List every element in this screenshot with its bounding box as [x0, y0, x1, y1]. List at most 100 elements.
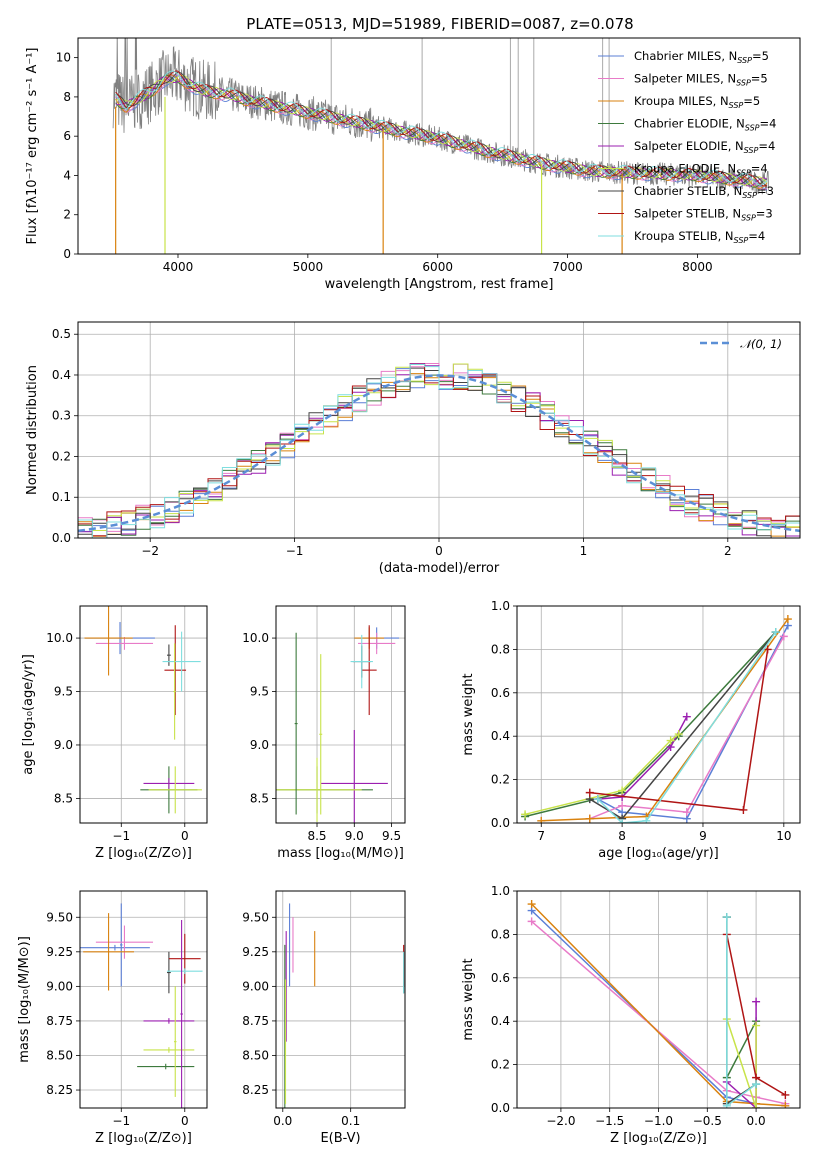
legend-label-sub: SSP: [744, 146, 759, 155]
y-tick-label: 0.3: [52, 409, 71, 423]
x-axis-label: (data-model)/error: [379, 561, 500, 576]
legend-label-end: =4: [760, 117, 777, 131]
weight-line: [524, 631, 777, 818]
weight-line: [524, 733, 680, 816]
legend-label-main: Kroupa STELIB, N: [634, 229, 734, 243]
y-axis-label: mass weight: [461, 673, 476, 755]
x-tick-label: 7: [537, 829, 545, 843]
x-tick-label: 0: [181, 1114, 189, 1128]
axes-frame: [275, 890, 406, 1109]
weight-line: [726, 917, 757, 1108]
age-vs-mass-panel: 8.5 9.0 9.5 8.5 9.0 9.5 10.0 mass [log₁₀(M/M⊙)]: [242, 605, 406, 861]
x-tick-label: 2: [724, 544, 732, 558]
x-tick-label: 0.1: [341, 1114, 360, 1128]
legend-label-sub: SSP: [736, 79, 751, 88]
x-tick-label: −1.5: [595, 1114, 624, 1128]
y-tick-label: 8.5: [250, 791, 269, 805]
x-tick-label: 8: [618, 829, 626, 843]
y-tick-label: 9.50: [46, 910, 73, 924]
legend-label-main: Salpeter ELODIE, N: [634, 139, 744, 153]
legend-label-end: =3: [756, 207, 773, 221]
x-tick-label: −1.0: [644, 1114, 673, 1128]
legend-label-sub: SSP: [734, 236, 749, 245]
plot-area: [521, 615, 792, 823]
legend-label-main: Kroupa ELODIE, N: [634, 162, 736, 176]
legend-label-main: Chabrier STELIB, N: [634, 184, 742, 198]
y-tick-label: 8.75: [46, 1014, 73, 1028]
y-tick-label: 0.4: [52, 368, 71, 382]
mass-vs-extinction-panel: 0.0 0.1 8.25 8.50 8.75 9.00 9.25 9.50 E(B-V): [242, 890, 406, 1146]
legend-label-main: Salpeter STELIB, N: [634, 207, 741, 221]
weight-marker: [763, 645, 772, 654]
plot-area: [527, 900, 790, 1108]
x-tick-label: 0.0: [747, 1114, 766, 1128]
y-tick-label: 1.0: [491, 599, 510, 613]
axes-frame: [516, 890, 801, 1109]
y-tick-label: 0: [63, 247, 71, 261]
x-axis-label: age [log₁₀(age/yr)]: [598, 846, 719, 861]
y-tick-label: 6: [63, 129, 71, 143]
weight-marker: [722, 1101, 731, 1108]
x-tick-label: 6000: [422, 260, 453, 274]
model-fit-line: [115, 74, 768, 186]
y-tick-label: 9.50: [242, 910, 269, 924]
x-tick-label: 0: [181, 829, 189, 843]
x-tick-label: 8000: [682, 260, 713, 274]
weight-marker: [739, 805, 748, 814]
y-tick-label: 9.00: [242, 979, 269, 993]
x-tick-label: 0.0: [273, 1114, 292, 1128]
y-tick-label: 10: [56, 51, 71, 65]
y-tick-label: 8.50: [242, 1048, 269, 1062]
weight-marker: [771, 628, 780, 637]
model-fit-line: [115, 71, 768, 187]
y-tick-label: 9.5: [54, 685, 73, 699]
residual-histogram-panel: −2 −1 0 1 2 0.0 0.1 0.2 0.3 0.4 0.5 (data-model)/er…: [25, 321, 801, 576]
x-axis-label: Z [log₁₀(Z/Z⊙)]: [95, 846, 192, 861]
observed-spectrum: [112, 38, 769, 195]
y-tick-label: 9.25: [46, 945, 73, 959]
weight-marker: [722, 913, 731, 922]
y-tick-label: 8.50: [46, 1048, 73, 1062]
y-tick-label: 4: [63, 168, 71, 182]
x-tick-label: 5000: [293, 260, 324, 274]
weight-marker: [674, 730, 683, 739]
weight-marker: [781, 1090, 790, 1099]
weight-line: [531, 909, 757, 1105]
y-tick-label: 0.4: [491, 729, 510, 743]
legend-label: Kroupa STELIB, NSSP=4: [634, 229, 765, 245]
weight-marker: [585, 814, 594, 823]
legend-label-sub: SSP: [741, 214, 756, 223]
y-tick-label: 0.0: [52, 531, 71, 545]
plot-area: [276, 625, 400, 823]
model-fit-line: [115, 74, 768, 188]
y-tick-label: 2: [63, 208, 71, 222]
weight-marker: [752, 997, 761, 1006]
weight-marker: [682, 808, 691, 817]
y-tick-label: 9.00: [46, 979, 73, 993]
x-tick-label: −1: [112, 1114, 130, 1128]
weight-marker: [783, 615, 792, 624]
y-tick-label: 9.0: [54, 738, 73, 752]
weight-marker: [593, 795, 602, 804]
y-tick-label: 0.2: [52, 449, 71, 463]
weight-line: [726, 1018, 757, 1108]
y-tick-label: 0.6: [491, 686, 510, 700]
y-tick-label: 0.0: [491, 1101, 510, 1115]
x-tick-label: 9.5: [382, 829, 401, 843]
weight-marker: [779, 632, 788, 641]
x-tick-label: −1: [112, 829, 130, 843]
legend-label-end: =4: [758, 139, 775, 153]
y-tick-label: 9.0: [250, 738, 269, 752]
x-axis-label: Z [log₁₀(Z/Z⊙)]: [610, 1131, 707, 1146]
x-tick-label: −0.5: [693, 1114, 722, 1128]
legend-label-end: =3: [757, 184, 774, 198]
plot-area: [80, 903, 203, 1108]
y-tick-label: 0.1: [52, 490, 71, 504]
weight-marker: [752, 1021, 761, 1030]
x-tick-label: 9.0: [345, 829, 364, 843]
x-axis-label: E(B-V): [320, 1131, 360, 1146]
age-vs-metallicity-panel: −1 0 8.5 9.0 9.5 10.0 Z [log₁₀(Z/Z⊙)] age [log₁…: [21, 605, 208, 861]
x-axis-label: wavelength [Angstrom, rest frame]: [325, 277, 554, 292]
model-fit-line: [115, 70, 768, 187]
